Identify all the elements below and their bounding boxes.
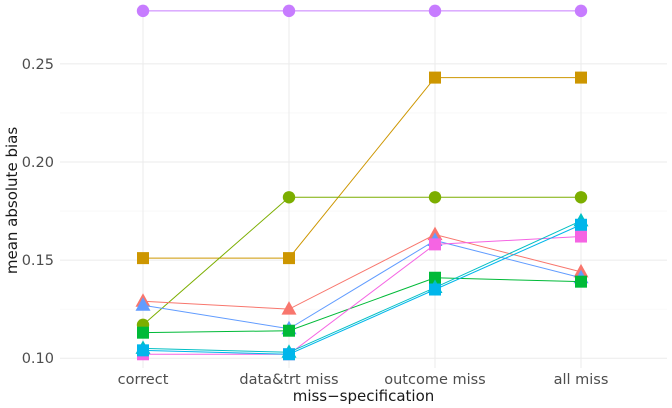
- x-tick-label: all miss: [554, 372, 609, 388]
- series-cyan-square: [137, 218, 587, 361]
- data-point: [429, 238, 441, 251]
- data-point: [429, 283, 441, 296]
- y-tick-label: 0.20: [22, 155, 54, 171]
- data-point: [137, 326, 149, 339]
- x-tick-labels: correct data&trt miss outcome miss all miss: [118, 372, 609, 388]
- data-point: [137, 252, 149, 265]
- y-tick-label: 0.10: [22, 351, 54, 367]
- series-line-olive-circle: [142, 196, 581, 326]
- y-tick-label: 0.25: [22, 57, 54, 73]
- x-tick-label: outcome miss: [384, 372, 486, 388]
- data-point: [429, 271, 441, 284]
- series-green-square: [137, 271, 587, 339]
- x-tick-label: correct: [118, 372, 169, 388]
- data-point: [135, 297, 151, 311]
- data-point: [281, 301, 297, 315]
- series-gold-square: [137, 71, 587, 265]
- series-line-blue-triangle: [142, 239, 582, 330]
- y-tick-labels: 0.10 0.15 0.20 0.25: [22, 57, 54, 367]
- data-point: [574, 191, 588, 204]
- series-line-red-triangle: [142, 234, 582, 310]
- series-line-green-square: [142, 277, 582, 334]
- data-point: [282, 4, 296, 18]
- data-point: [575, 71, 587, 84]
- series-pink-square: [137, 230, 587, 361]
- y-axis-title: mean absolute bias: [3, 127, 21, 274]
- series-blue-triangle: [135, 232, 589, 335]
- data-point: [429, 71, 441, 84]
- data-point: [575, 230, 587, 243]
- data-point: [575, 218, 587, 231]
- series-line-cyan-square: [142, 224, 582, 355]
- y-tick-label: 0.15: [22, 253, 54, 269]
- data-point: [282, 191, 296, 204]
- series-line-gold-square: [143, 77, 581, 259]
- data-point: [136, 4, 150, 18]
- data-point: [283, 324, 295, 337]
- x-axis-title: miss−specification: [293, 387, 435, 405]
- series-teal-triangle: [135, 212, 589, 358]
- data-point: [137, 344, 149, 357]
- series-line-pink-square: [143, 236, 582, 355]
- data-point: [428, 4, 442, 18]
- data-point: [283, 348, 295, 361]
- data-point: [575, 275, 587, 288]
- data-point: [428, 191, 442, 204]
- series-olive-circle: [136, 191, 588, 332]
- series-layer: [135, 4, 589, 361]
- data-point: [283, 252, 295, 265]
- series-line-teal-triangle: [142, 220, 582, 353]
- series-violet-circle: [136, 4, 588, 18]
- grid-lines: [60, 5, 667, 368]
- data-point: [574, 4, 588, 18]
- x-tick-label: data&trt miss: [239, 372, 338, 388]
